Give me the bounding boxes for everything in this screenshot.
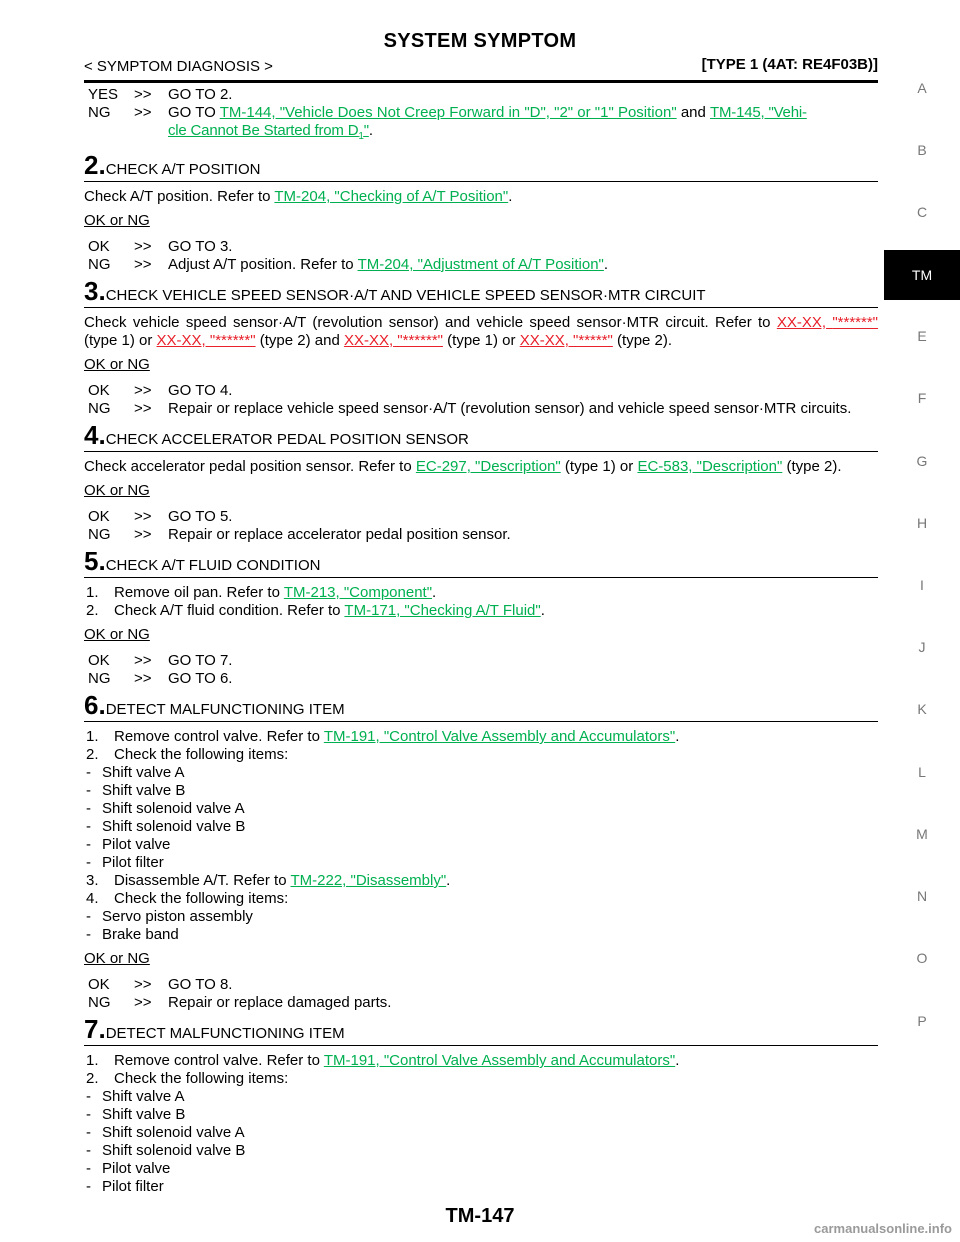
response-ok: OK >> GO TO 7. [88, 652, 233, 669]
response-text: GO TO [168, 104, 216, 121]
response-ng: NG >> Repair or replace vehicle speed sens… [88, 400, 852, 417]
step-4-text: Check accelerator pedal position sensor.… [84, 458, 842, 475]
tab-c[interactable]: C [916, 204, 928, 220]
page-number: TM-147 [445, 1205, 515, 1227]
link-tm-191[interactable]: TM-191, "Control Valve Assembly and Accu… [323, 1052, 676, 1069]
section-index-tabs: A B C TM E F G H I J K L M N O P [884, 0, 960, 1242]
list-item: - Servo piston assembly [86, 908, 253, 925]
tab-j[interactable]: J [918, 639, 926, 655]
response-arrow: >> [134, 86, 152, 103]
ok-or-ng-label: OK or NG [84, 356, 150, 373]
tab-o[interactable]: O [916, 950, 928, 966]
list-item: 2. Check A/T fluid condition. Refer to T… [86, 602, 545, 619]
tab-p[interactable]: P [917, 1013, 927, 1029]
step-4-heading: 4. CHECK ACCELERATOR PEDAL POSITION SENSO… [84, 422, 878, 452]
ok-or-ng-label: OK or NG [84, 950, 150, 967]
list-item: 2. Check the following items: [86, 1070, 289, 1087]
tab-f[interactable]: F [917, 390, 927, 406]
link-xx-xx-3[interactable]: XX-XX, "******" [343, 332, 443, 349]
response-ok: OK >> GO TO 5. [88, 508, 233, 525]
response-ok: OK >> GO TO 3. [88, 238, 233, 255]
tab-tm[interactable]: TM [884, 250, 960, 300]
tab-g[interactable]: G [916, 453, 928, 469]
section-label: < SYMPTOM DIAGNOSIS > [84, 58, 273, 75]
step-3-text: Check vehicle speed sensor·A/T (revoluti… [84, 314, 879, 349]
ok-or-ng-label: OK or NG [84, 212, 150, 229]
list-item: 3. Disassemble A/T. Refer to TM-222, "Di… [86, 872, 451, 889]
response-ng: NG >> Repair or replace accelerator pedal … [88, 526, 511, 543]
response-text: GO TO 2. [168, 86, 233, 103]
type-label: [TYPE 1 (4AT: RE4F03B)] [701, 56, 878, 73]
list-item: - Shift valve B [86, 782, 186, 799]
response-ok: OK >> GO TO 4. [88, 382, 233, 399]
link-xx-xx-1[interactable]: XX-XX, "******" [776, 314, 879, 331]
link-tm-144[interactable]: TM-144, "Vehicle Does Not Creep Forward … [219, 104, 677, 121]
response-ng: NG >> GO TO 6. [88, 670, 233, 687]
tab-e[interactable]: E [917, 328, 927, 344]
step-3-heading: 3. CHECK VEHICLE SPEED SENSOR·A/T AND VEH… [84, 278, 878, 308]
response-arrow: >> [134, 104, 152, 121]
link-tm-204-adjustment[interactable]: TM-204, "Adjustment of A/T Position" [357, 256, 604, 273]
list-item: 1. Remove oil pan. Refer to TM-213, "Com… [86, 584, 437, 601]
tab-k[interactable]: K [917, 701, 927, 717]
tab-b[interactable]: B [917, 142, 927, 158]
page-title: SYSTEM SYMPTOM [383, 30, 577, 52]
response-ng: NG >> Repair or replace damaged parts. [88, 994, 392, 1011]
list-item: - Shift valve A [86, 764, 185, 781]
link-tm-204-checking[interactable]: TM-204, "Checking of A/T Position" [274, 188, 509, 205]
list-item: - Shift solenoid valve B [86, 1142, 246, 1159]
list-item: - Shift valve B [86, 1106, 186, 1123]
response-code: NG [88, 104, 111, 121]
watermark: carmanualsonline.info [814, 1221, 952, 1236]
list-item: - Pilot filter [86, 854, 164, 871]
step-2-text: Check A/T position. Refer to TM-204, "Ch… [84, 188, 513, 205]
link-tm-145[interactable]: TM-145, "Vehi-cle Cannot Be Started from… [168, 104, 807, 142]
tab-a[interactable]: A [917, 80, 927, 96]
tab-l[interactable]: L [918, 764, 926, 780]
tab-i[interactable]: I [920, 577, 924, 593]
list-item: - Brake band [86, 926, 179, 943]
list-item: - Shift solenoid valve B [86, 818, 246, 835]
list-item: 2. Check the following items: [86, 746, 289, 763]
ok-or-ng-label: OK or NG [84, 626, 150, 643]
response-text: and [680, 104, 706, 121]
response-ng: NG >> GO TO TM-144, "Vehicle Does Not Cr… [84, 104, 878, 146]
header-rule [84, 80, 878, 83]
link-xx-xx-2[interactable]: XX-XX, "******" [156, 332, 256, 349]
response-ok: OK >> GO TO 8. [88, 976, 233, 993]
list-item: - Pilot valve [86, 836, 171, 853]
list-item: - Shift valve A [86, 1088, 185, 1105]
link-xx-xx-4[interactable]: XX-XX, "*****" [519, 332, 613, 349]
tab-m[interactable]: M [916, 826, 928, 842]
link-tm-191[interactable]: TM-191, "Control Valve Assembly and Accu… [323, 728, 676, 745]
step-2-heading: 2. CHECK A/T POSITION [84, 152, 878, 182]
link-ec-583[interactable]: EC-583, "Description" [637, 458, 783, 475]
tab-h[interactable]: H [916, 515, 928, 531]
link-ec-297[interactable]: EC-297, "Description" [415, 458, 561, 475]
list-item: - Shift solenoid valve A [86, 800, 245, 817]
list-item: - Shift solenoid valve A [86, 1124, 245, 1141]
list-item: - Pilot valve [86, 1160, 171, 1177]
response-ng: NG >> Adjust A/T position. Refer to TM-20… [88, 256, 609, 273]
tab-n[interactable]: N [916, 888, 928, 904]
response-yes: YES >> GO TO 2. [84, 86, 878, 104]
list-item: - Pilot filter [86, 1178, 164, 1195]
link-tm-213[interactable]: TM-213, "Component" [283, 584, 433, 601]
list-item: 1. Remove control valve. Refer to TM-191… [86, 728, 680, 745]
list-item: 4. Check the following items: [86, 890, 289, 907]
list-item: 1. Remove control valve. Refer to TM-191… [86, 1052, 680, 1069]
step-7-heading: 7. DETECT MALFUNCTIONING ITEM [84, 1016, 878, 1046]
ok-or-ng-label: OK or NG [84, 482, 150, 499]
response-code: YES [88, 86, 119, 103]
step-6-heading: 6. DETECT MALFUNCTIONING ITEM [84, 692, 878, 722]
link-tm-171[interactable]: TM-171, "Checking A/T Fluid" [344, 602, 541, 619]
link-tm-222[interactable]: TM-222, "Disassembly" [290, 872, 447, 889]
step-5-heading: 5. CHECK A/T FLUID CONDITION [84, 548, 878, 578]
content: YES >> GO TO 2. NG >> GO TO TM-144, "Veh… [84, 86, 878, 1196]
